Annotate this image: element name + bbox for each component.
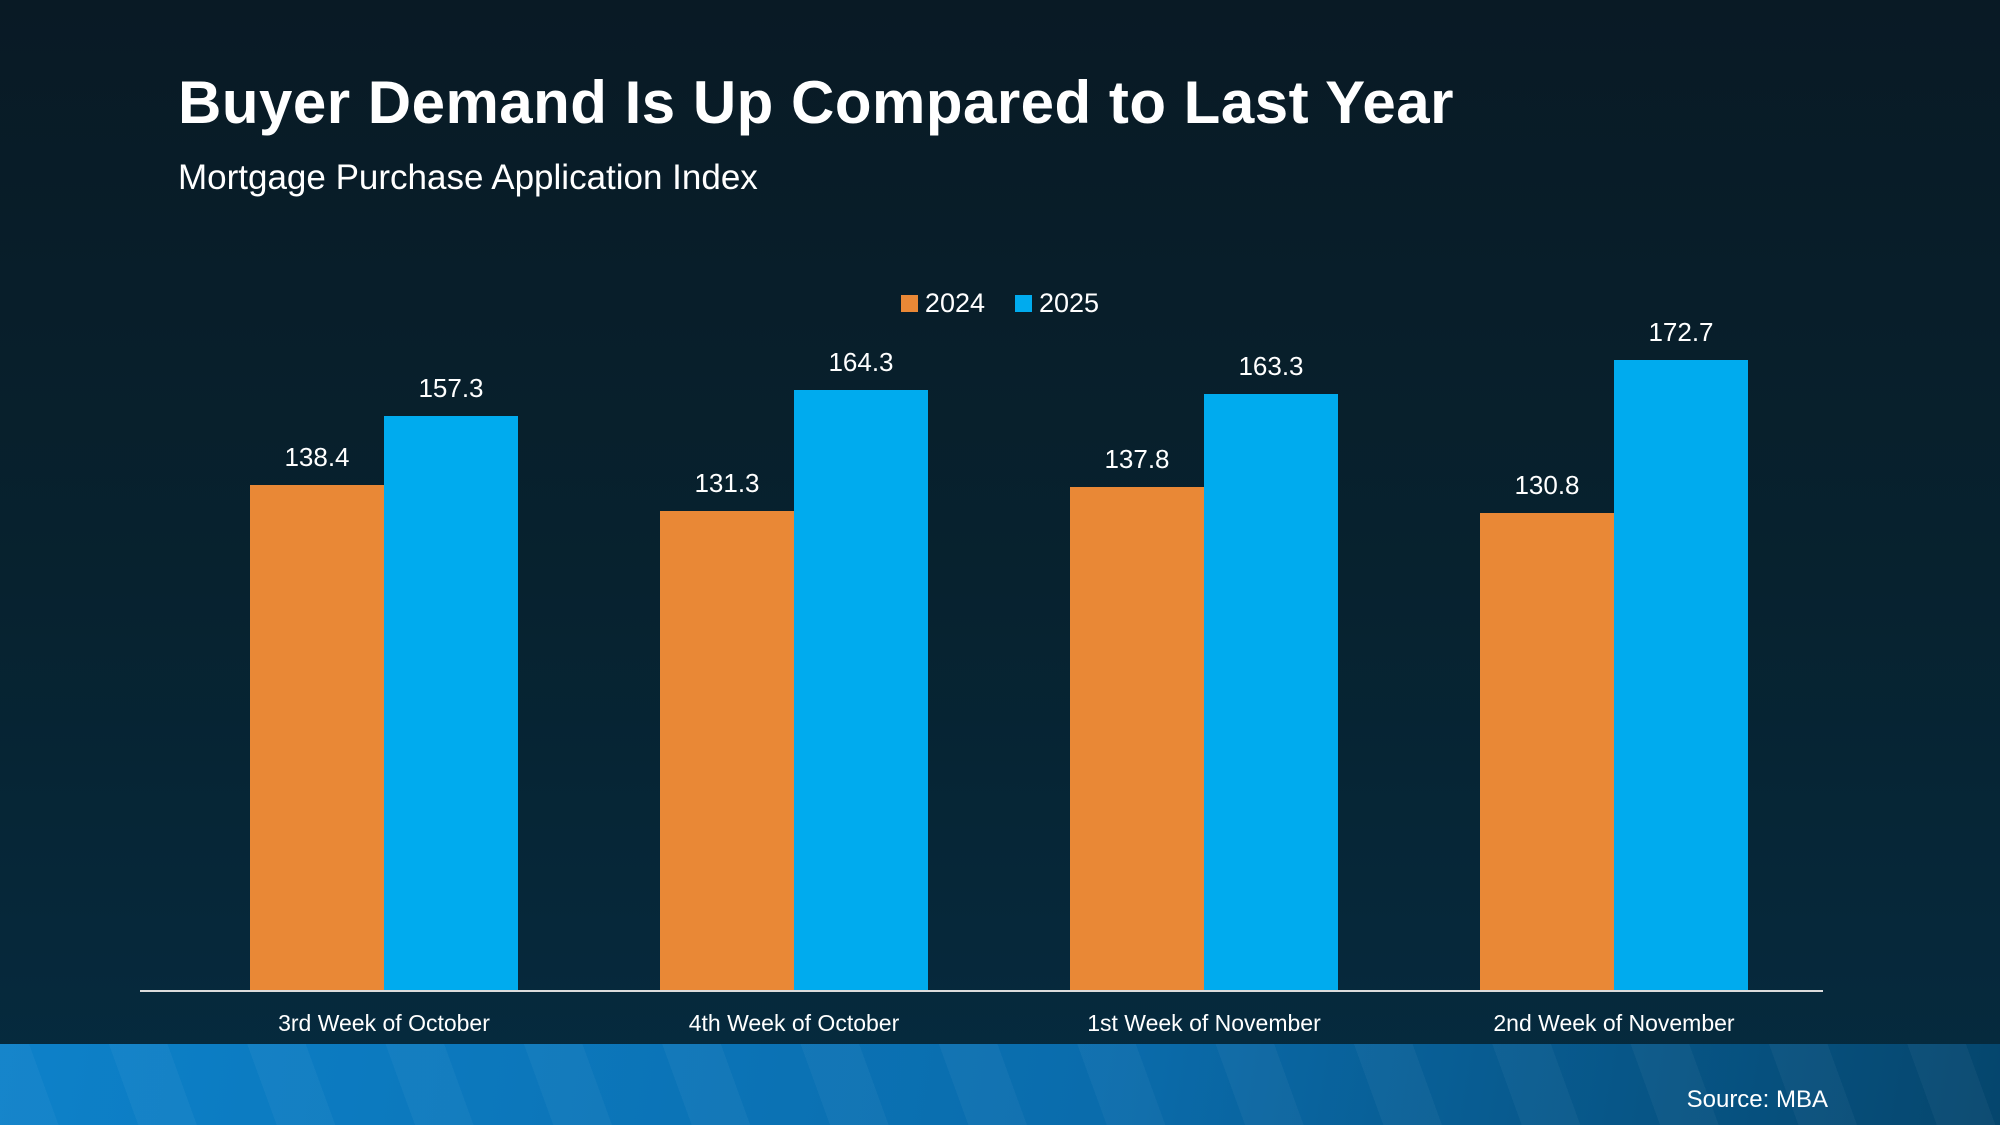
- legend-item-2024: 2024: [900, 288, 985, 319]
- bar-value-label: 164.3: [828, 347, 894, 377]
- footer-bar: Source: MBA: [0, 1044, 2000, 1125]
- bar-column-2025: 172.7: [1614, 317, 1748, 990]
- bar-2025: [794, 390, 928, 990]
- bar-group: 137.8 163.3: [999, 290, 1409, 990]
- bar-group: 131.3 164.3: [589, 290, 999, 990]
- source-label: Source: MBA: [1686, 1086, 1828, 1113]
- bar-2024: [1070, 487, 1204, 990]
- bar-2024: [660, 511, 794, 990]
- bar-2024: [1480, 513, 1614, 990]
- bar-column-2025: 157.3: [384, 373, 518, 990]
- bar-value-label: 138.4: [284, 442, 350, 472]
- x-axis-label: 4th Week of October: [688, 1010, 900, 1036]
- bar-value-label: 163.3: [1238, 351, 1304, 381]
- x-axis-label: 2nd Week of November: [1493, 1010, 1735, 1036]
- bar-column-2024: 138.4: [250, 442, 384, 990]
- x-axis-label: 3rd Week of October: [278, 1010, 490, 1036]
- legend-label-2024: 2024: [924, 288, 985, 318]
- bar-2025: [1614, 360, 1748, 990]
- plot-area: 138.4 157.3 131.3 164.3 137.8 163.3 130.8 172.7: [179, 290, 1819, 990]
- bar-2024: [250, 485, 384, 990]
- legend-label-2025: 2025: [1039, 288, 1100, 318]
- bar-value-label: 172.7: [1648, 317, 1714, 347]
- legend: 2024 2025: [0, 288, 2000, 319]
- bar-column-2025: 164.3: [794, 347, 928, 990]
- bar-2025: [1204, 394, 1338, 990]
- bar-group: 138.4 157.3: [179, 290, 589, 990]
- legend-item-2025: 2025: [1015, 288, 1099, 319]
- x-axis-labels: 3rd Week of October 4th Week of October 1s…: [179, 1010, 1819, 1037]
- bar-value-label: 131.3: [694, 468, 760, 498]
- bar-value-label: 130.8: [1514, 470, 1580, 500]
- legend-swatch-2025-icon: [1015, 295, 1032, 312]
- bar-value-label: 137.8: [1104, 444, 1170, 474]
- bar-value-label: 157.3: [418, 373, 484, 403]
- bar-column-2025: 163.3: [1204, 351, 1338, 990]
- bar-column-2024: 137.8: [1070, 444, 1204, 990]
- bar-column-2024: 130.8: [1480, 470, 1614, 990]
- x-axis-line: [140, 990, 1823, 992]
- x-axis-label: 1st Week of November: [1087, 1010, 1321, 1036]
- chart-title: Buyer Demand Is Up Compared to Last Year: [178, 69, 1454, 136]
- legend-swatch-2024-icon: [900, 295, 918, 312]
- bar-group: 130.8 172.7: [1409, 290, 1819, 990]
- chart-subtitle: Mortgage Purchase Application Index: [178, 158, 758, 197]
- bar-2025: [384, 416, 518, 990]
- bar-column-2024: 131.3: [660, 468, 794, 990]
